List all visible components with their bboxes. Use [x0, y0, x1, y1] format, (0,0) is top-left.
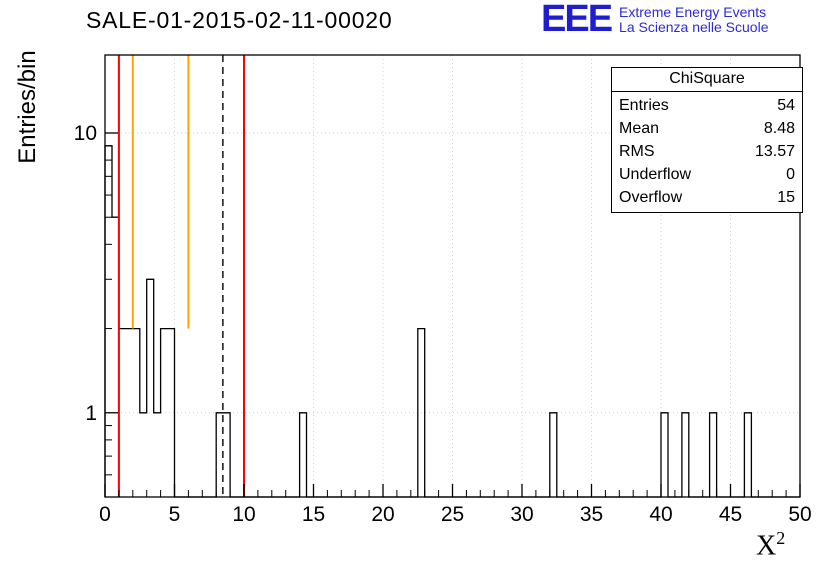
stats-row-underflow: Underflow 0	[612, 163, 802, 186]
eee-logo-text: Extreme Energy Events La Scienza nelle S…	[619, 3, 768, 35]
x-tick-label: 35	[580, 503, 603, 526]
stats-row-mean: Mean 8.48	[612, 117, 802, 140]
stats-value: 8.48	[763, 120, 795, 137]
y-axis-title: Entries/bin	[14, 50, 41, 164]
stats-label: Underflow	[619, 166, 692, 183]
stats-label: Overflow	[619, 189, 683, 206]
x-axis-title-exponent: 2	[776, 528, 786, 548]
stats-box-rows: Entries 54 Mean 8.48 RMS 13.57 Underflow…	[612, 92, 802, 212]
x-tick-label: 30	[510, 503, 533, 526]
plot-title: SALE-01-2015-02-11-00020	[86, 7, 393, 33]
x-tick-label: 20	[371, 503, 394, 526]
stats-label: RMS	[619, 143, 655, 160]
x-tick-label: 40	[649, 503, 672, 526]
eee-logo: EEE Extreme Energy Events La Scienza nel…	[541, 0, 768, 40]
eee-logo-line2: La Scienza nelle Scuole	[619, 19, 769, 35]
x-tick-label: 25	[441, 503, 464, 526]
stats-label: Mean	[619, 120, 660, 137]
stats-value: 54	[777, 97, 795, 114]
x-axis-title-base: X	[756, 530, 777, 562]
x-axis-title: X2	[756, 528, 785, 562]
y-tick-label: 10	[74, 122, 97, 145]
stats-value: 15	[777, 189, 795, 206]
y-tick-label: 1	[85, 402, 97, 425]
stats-value: 13.57	[754, 143, 795, 160]
x-tick-label: 5	[169, 503, 181, 526]
x-tick-label: 45	[719, 503, 742, 526]
stats-label: Entries	[619, 97, 669, 114]
stats-row-rms: RMS 13.57	[612, 140, 802, 163]
stats-value: 0	[786, 166, 795, 183]
x-tick-label: 0	[99, 503, 111, 526]
stats-box: ChiSquare Entries 54 Mean 8.48 RMS 13.57…	[611, 67, 803, 213]
stats-row-overflow: Overflow 15	[612, 186, 802, 209]
eee-logo-acronym: EEE	[541, 0, 613, 40]
eee-logo-line1: Extreme Energy Events	[619, 4, 767, 20]
x-tick-label: 10	[232, 503, 255, 526]
x-tick-label: 50	[788, 503, 811, 526]
x-tick-label: 15	[302, 503, 325, 526]
stats-box-title: ChiSquare	[612, 68, 802, 92]
stats-row-entries: Entries 54	[612, 94, 802, 117]
